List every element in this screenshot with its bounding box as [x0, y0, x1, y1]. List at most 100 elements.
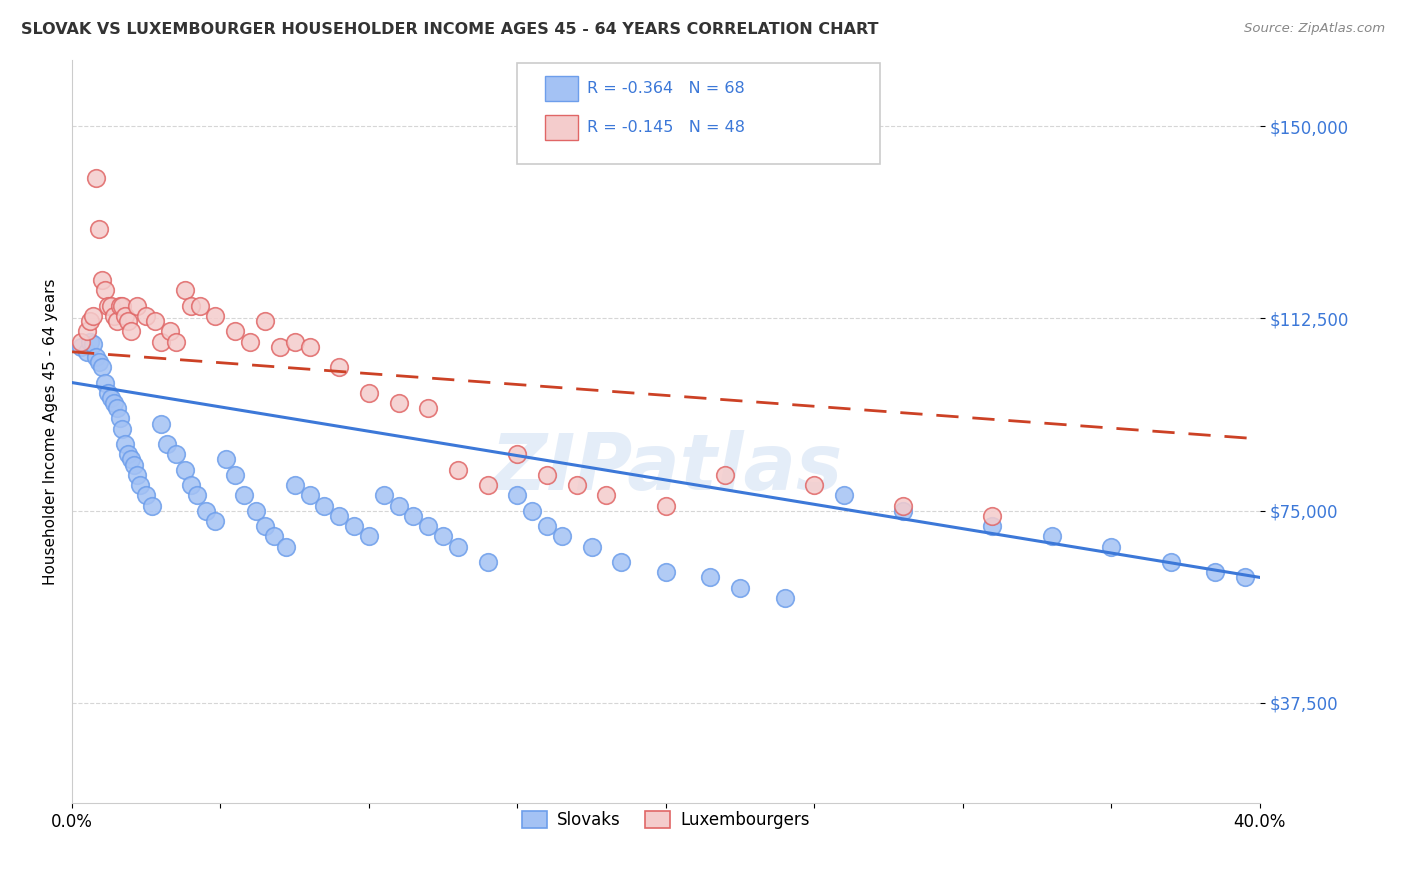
Text: Source: ZipAtlas.com: Source: ZipAtlas.com [1244, 22, 1385, 36]
Point [373, 488, 395, 502]
FancyBboxPatch shape [544, 76, 578, 101]
Point [328, 508, 350, 523]
Point [565, 478, 588, 492]
Point [100, 299, 122, 313]
Point [100, 391, 122, 405]
Point [103, 309, 125, 323]
Point [180, 478, 202, 492]
Y-axis label: Householder Income Ages 45 - 64 years: Householder Income Ages 45 - 64 years [44, 278, 58, 584]
Point [215, 452, 238, 467]
Point [204, 514, 226, 528]
Point [79, 314, 101, 328]
Point [522, 504, 544, 518]
Text: R = -0.364   N = 68: R = -0.364 N = 68 [588, 81, 745, 96]
Point [981, 508, 1004, 523]
Point [114, 437, 136, 451]
Point [314, 499, 336, 513]
Point [117, 447, 139, 461]
Point [70, 340, 93, 354]
Point [90, 273, 112, 287]
Point [111, 422, 134, 436]
Point [103, 396, 125, 410]
Point [1040, 529, 1063, 543]
Point [595, 488, 617, 502]
Point [536, 519, 558, 533]
Point [284, 334, 307, 349]
Point [699, 570, 721, 584]
Point [418, 401, 440, 416]
Point [388, 396, 411, 410]
Point [90, 360, 112, 375]
Point [1233, 570, 1256, 584]
Point [150, 417, 173, 431]
Point [832, 488, 855, 502]
Point [173, 463, 195, 477]
Point [328, 360, 350, 375]
Legend: Slovaks, Luxembourgers: Slovaks, Luxembourgers [515, 804, 817, 836]
Point [357, 385, 380, 400]
Text: ZIPatlas: ZIPatlas [489, 431, 842, 507]
Point [655, 566, 678, 580]
Point [173, 283, 195, 297]
Point [893, 499, 915, 513]
Point [165, 334, 187, 349]
Point [343, 519, 366, 533]
Point [239, 334, 262, 349]
Point [84, 170, 107, 185]
Point [120, 452, 142, 467]
Point [124, 458, 146, 472]
Point [506, 447, 529, 461]
Point [263, 529, 285, 543]
Point [447, 463, 470, 477]
Point [402, 508, 425, 523]
Point [150, 334, 173, 349]
Point [186, 488, 208, 502]
Point [357, 529, 380, 543]
Point [127, 467, 149, 482]
Point [536, 467, 558, 482]
Point [224, 467, 246, 482]
Point [87, 221, 110, 235]
Point [253, 519, 276, 533]
Point [105, 401, 128, 416]
FancyBboxPatch shape [517, 63, 880, 163]
Point [165, 447, 187, 461]
Point [108, 299, 131, 313]
Point [117, 314, 139, 328]
Text: R = -0.145   N = 48: R = -0.145 N = 48 [588, 120, 745, 135]
Point [135, 488, 157, 502]
Point [70, 334, 93, 349]
Point [714, 467, 737, 482]
Point [447, 540, 470, 554]
Point [127, 299, 149, 313]
Point [76, 344, 98, 359]
Point [1160, 555, 1182, 569]
Point [120, 324, 142, 338]
Point [188, 299, 211, 313]
Point [129, 478, 152, 492]
Point [432, 529, 454, 543]
Point [610, 555, 633, 569]
Point [194, 504, 217, 518]
Point [141, 499, 163, 513]
Point [581, 540, 603, 554]
Point [253, 314, 276, 328]
Point [135, 309, 157, 323]
Point [233, 488, 256, 502]
Point [388, 499, 411, 513]
Point [284, 478, 307, 492]
Point [143, 314, 166, 328]
Point [245, 504, 267, 518]
Point [551, 529, 574, 543]
Point [108, 411, 131, 425]
Point [477, 555, 499, 569]
Point [114, 309, 136, 323]
Point [224, 324, 246, 338]
Point [418, 519, 440, 533]
Point [298, 340, 321, 354]
Point [274, 540, 297, 554]
Point [803, 478, 825, 492]
FancyBboxPatch shape [544, 114, 578, 140]
Point [773, 591, 796, 605]
Point [79, 334, 101, 349]
